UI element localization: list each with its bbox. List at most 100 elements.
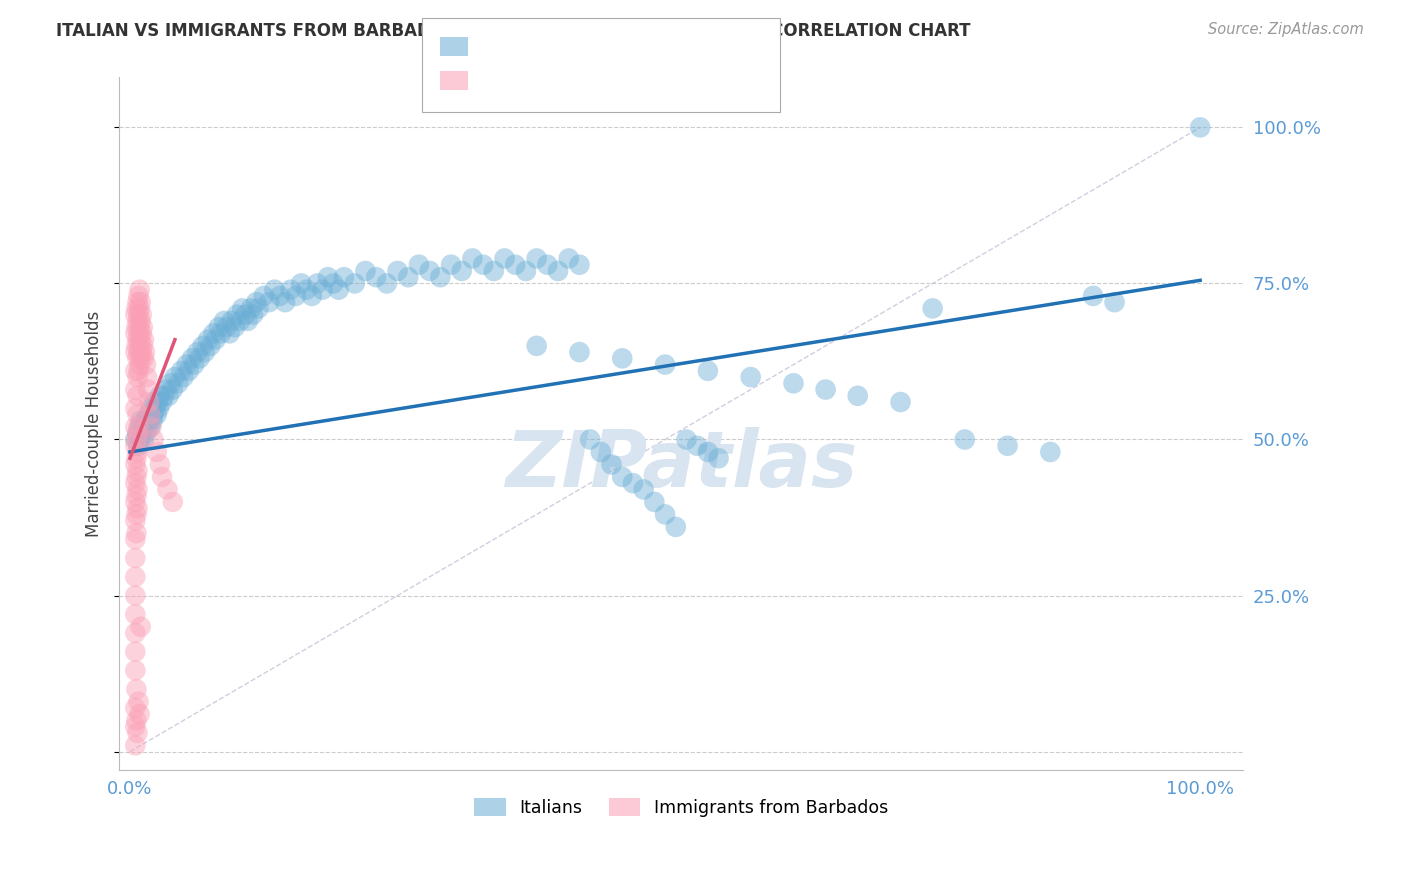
Point [125,682,148,697]
Point [177,364,200,378]
Point [316,270,339,285]
Point [135,358,157,372]
Point [142,433,165,447]
Point [274,295,297,310]
Point [131,345,153,359]
Point [236,314,259,328]
Point [600,458,623,472]
Point [127,426,149,441]
Point [621,476,644,491]
Point [253,289,276,303]
Point [145,401,167,416]
Point [127,445,149,459]
Point [135,426,157,441]
Point [162,495,184,509]
Point [226,308,249,322]
Point [134,414,156,428]
Point [782,376,804,391]
Point [633,483,655,497]
Point [194,345,217,359]
Point [127,501,149,516]
Point [136,370,159,384]
Point [242,308,264,322]
Point [128,301,150,316]
Point [127,351,149,366]
Point [124,701,146,715]
Point [229,314,252,328]
Point [247,301,270,316]
Point [675,433,697,447]
Point [139,420,162,434]
Text: Source: ZipAtlas.com: Source: ZipAtlas.com [1208,22,1364,37]
Point [536,258,558,272]
Point [153,389,176,403]
Point [654,508,676,522]
Point [125,470,148,484]
Point [461,252,484,266]
Point [129,620,152,634]
Text: 0.157: 0.157 [516,69,571,87]
Point [128,320,150,334]
Point [125,320,148,334]
Point [128,326,150,341]
Point [419,264,441,278]
Point [150,395,173,409]
Point [311,283,333,297]
Point [124,383,146,397]
Point [163,370,186,384]
Y-axis label: Married-couple Households: Married-couple Households [86,310,103,537]
Point [124,514,146,528]
Point [124,401,146,416]
Point [579,433,602,447]
Point [200,339,222,353]
Point [141,414,163,428]
Point [127,483,149,497]
Point [129,295,152,310]
Point [186,345,208,359]
Point [245,295,267,310]
Point [128,283,150,297]
Point [124,364,146,378]
Point [141,420,163,434]
Text: ZIPatlas: ZIPatlas [505,427,858,503]
Point [221,314,243,328]
Point [472,258,495,272]
Point [128,420,150,434]
Point [208,320,231,334]
Point [1039,445,1062,459]
Point [239,301,262,316]
Point [125,526,148,541]
Point [132,420,155,434]
Point [643,495,665,509]
Point [128,439,150,453]
Point [131,308,153,322]
Point [125,433,148,447]
Point [125,339,148,353]
Point [170,364,193,378]
Point [136,420,159,434]
Point [162,383,184,397]
Point [132,433,155,447]
Point [132,333,155,347]
Point [124,551,146,566]
Point [482,264,505,278]
Point [131,326,153,341]
Point [127,426,149,441]
Point [547,264,569,278]
Point [124,433,146,447]
Text: N =: N = [581,35,620,53]
Point [124,308,146,322]
Point [131,426,153,441]
Point [136,408,159,422]
Point [127,464,149,478]
Point [124,645,146,659]
Point [128,289,150,303]
Point [740,370,762,384]
Point [568,258,591,272]
Point [143,395,166,409]
Point [129,314,152,328]
Text: 0.346: 0.346 [516,35,571,53]
Point [494,252,516,266]
Point [134,345,156,359]
Point [558,252,581,266]
